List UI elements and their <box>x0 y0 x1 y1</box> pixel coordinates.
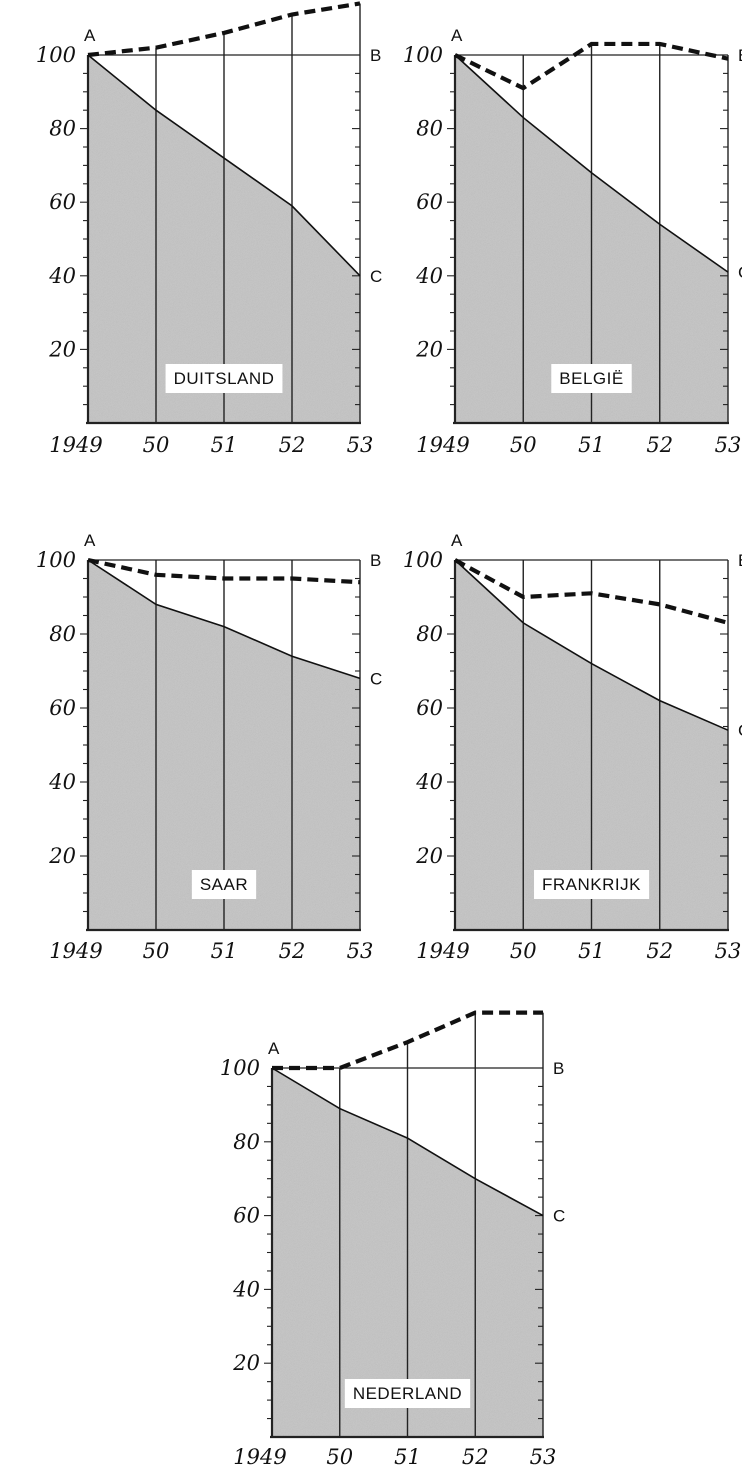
x-tick-label: 53 <box>715 433 742 457</box>
country-label-box <box>534 870 650 899</box>
country-label-box <box>191 870 257 899</box>
x-tick-label: 53 <box>530 1445 557 1469</box>
x-tick-label: 51 <box>578 433 605 457</box>
x-tick-label: 1949 <box>233 1445 286 1469</box>
corner-label-a: A <box>451 531 463 550</box>
x-tick-label: 53 <box>715 939 742 963</box>
x-tick-label: 1949 <box>49 433 102 457</box>
country-label: FRANKRIJK <box>542 875 641 894</box>
corner-label-a: A <box>451 26 463 45</box>
y-tick-label: 80 <box>416 622 443 646</box>
corner-label-c: C <box>553 1207 565 1226</box>
x-tick-label: 53 <box>347 939 374 963</box>
corner-label-a: A <box>268 1039 280 1058</box>
y-tick-label: 40 <box>415 770 443 794</box>
series-dashed-line <box>453 558 729 625</box>
y-tick-label: 80 <box>416 117 443 141</box>
x-tick-label: 52 <box>279 433 306 457</box>
series-solid-line <box>271 1067 544 1217</box>
y-tick-label: 80 <box>233 1130 260 1154</box>
corner-label-b: B <box>553 1059 564 1078</box>
corner-label-c: C <box>738 721 742 740</box>
corner-label-a: A <box>84 26 96 45</box>
y-tick-label: 80 <box>49 622 76 646</box>
y-tick-label: 60 <box>233 1204 260 1228</box>
x-tick-label: 52 <box>279 939 306 963</box>
y-tick-label: 100 <box>403 548 443 572</box>
y-tick-label: 40 <box>232 1277 260 1301</box>
chart-panel-0: 100 80 60 40 20 1949 50 51 52 53 A B C DUITSLAND <box>36 1 382 457</box>
y-tick-label: 20 <box>415 844 443 868</box>
x-tick-label: 52 <box>646 433 673 457</box>
y-tick-label: 40 <box>48 770 76 794</box>
corner-label-c: C <box>370 669 382 688</box>
x-tick-label: 51 <box>394 1445 421 1469</box>
y-tick-label: 60 <box>49 696 76 720</box>
x-tick-label: 52 <box>462 1445 489 1469</box>
corner-label-b: B <box>738 551 742 570</box>
y-tick-label: 60 <box>416 190 443 214</box>
country-label-box <box>551 364 632 393</box>
series-dashed-line <box>454 41 729 91</box>
y-tick-label: 60 <box>416 696 443 720</box>
chart-panel-1: 100 80 60 40 20 1949 50 51 52 53 A B C BELGIË <box>403 26 742 457</box>
x-tick-label: 50 <box>510 939 537 963</box>
chart-panel-4: 100 80 60 40 20 1949 50 51 52 53 A B C NEDERLAND <box>220 1010 565 1469</box>
x-tick-label: 1949 <box>416 939 469 963</box>
series-dashed-line <box>87 557 361 585</box>
corner-label-a: A <box>84 531 96 550</box>
country-label: BELGIË <box>559 369 623 388</box>
series-dashed-line <box>272 1010 543 1071</box>
y-tick-label: 100 <box>36 43 76 67</box>
y-tick-label: 100 <box>220 1056 260 1080</box>
country-label: NEDERLAND <box>353 1384 462 1403</box>
series-solid-line <box>87 54 361 277</box>
y-tick-label: 100 <box>36 548 76 572</box>
country-label-box <box>165 364 283 393</box>
chart-panel-3: 100 80 60 40 20 1949 50 51 52 53 A B C FRANKRIJK <box>403 531 742 963</box>
x-tick-label: 50 <box>143 433 170 457</box>
series-solid-line <box>87 559 361 680</box>
x-tick-label: 1949 <box>49 939 102 963</box>
y-tick-label: 20 <box>48 337 76 361</box>
series-solid-line <box>454 54 729 273</box>
series-solid-line <box>454 559 729 731</box>
country-label: DUITSLAND <box>174 369 275 388</box>
x-tick-label: 51 <box>211 433 238 457</box>
y-tick-label: 40 <box>415 264 443 288</box>
x-tick-label: 50 <box>326 1445 353 1469</box>
x-tick-label: 51 <box>211 939 238 963</box>
x-tick-label: 50 <box>143 939 170 963</box>
corner-label-b: B <box>370 46 381 65</box>
corner-label-c: C <box>370 267 382 286</box>
y-tick-label: 20 <box>415 337 443 361</box>
x-tick-label: 53 <box>347 433 374 457</box>
x-tick-label: 52 <box>646 939 673 963</box>
corner-label-c: C <box>738 263 742 282</box>
x-tick-label: 51 <box>578 939 605 963</box>
y-tick-label: 80 <box>49 117 76 141</box>
country-label-box <box>344 1379 471 1408</box>
chart-panel-2: 100 80 60 40 20 1949 50 51 52 53 A B C SAAR <box>36 531 382 963</box>
x-tick-label: 50 <box>510 433 537 457</box>
y-tick-label: 40 <box>48 264 76 288</box>
x-tick-label: 1949 <box>416 433 469 457</box>
corner-label-b: B <box>370 551 381 570</box>
series-dashed-line <box>87 1 361 58</box>
country-label: SAAR <box>200 875 248 894</box>
y-tick-label: 20 <box>232 1351 260 1375</box>
y-tick-label: 60 <box>49 190 76 214</box>
y-tick-label: 20 <box>48 844 76 868</box>
corner-label-b: B <box>738 46 742 65</box>
y-tick-label: 100 <box>403 43 443 67</box>
